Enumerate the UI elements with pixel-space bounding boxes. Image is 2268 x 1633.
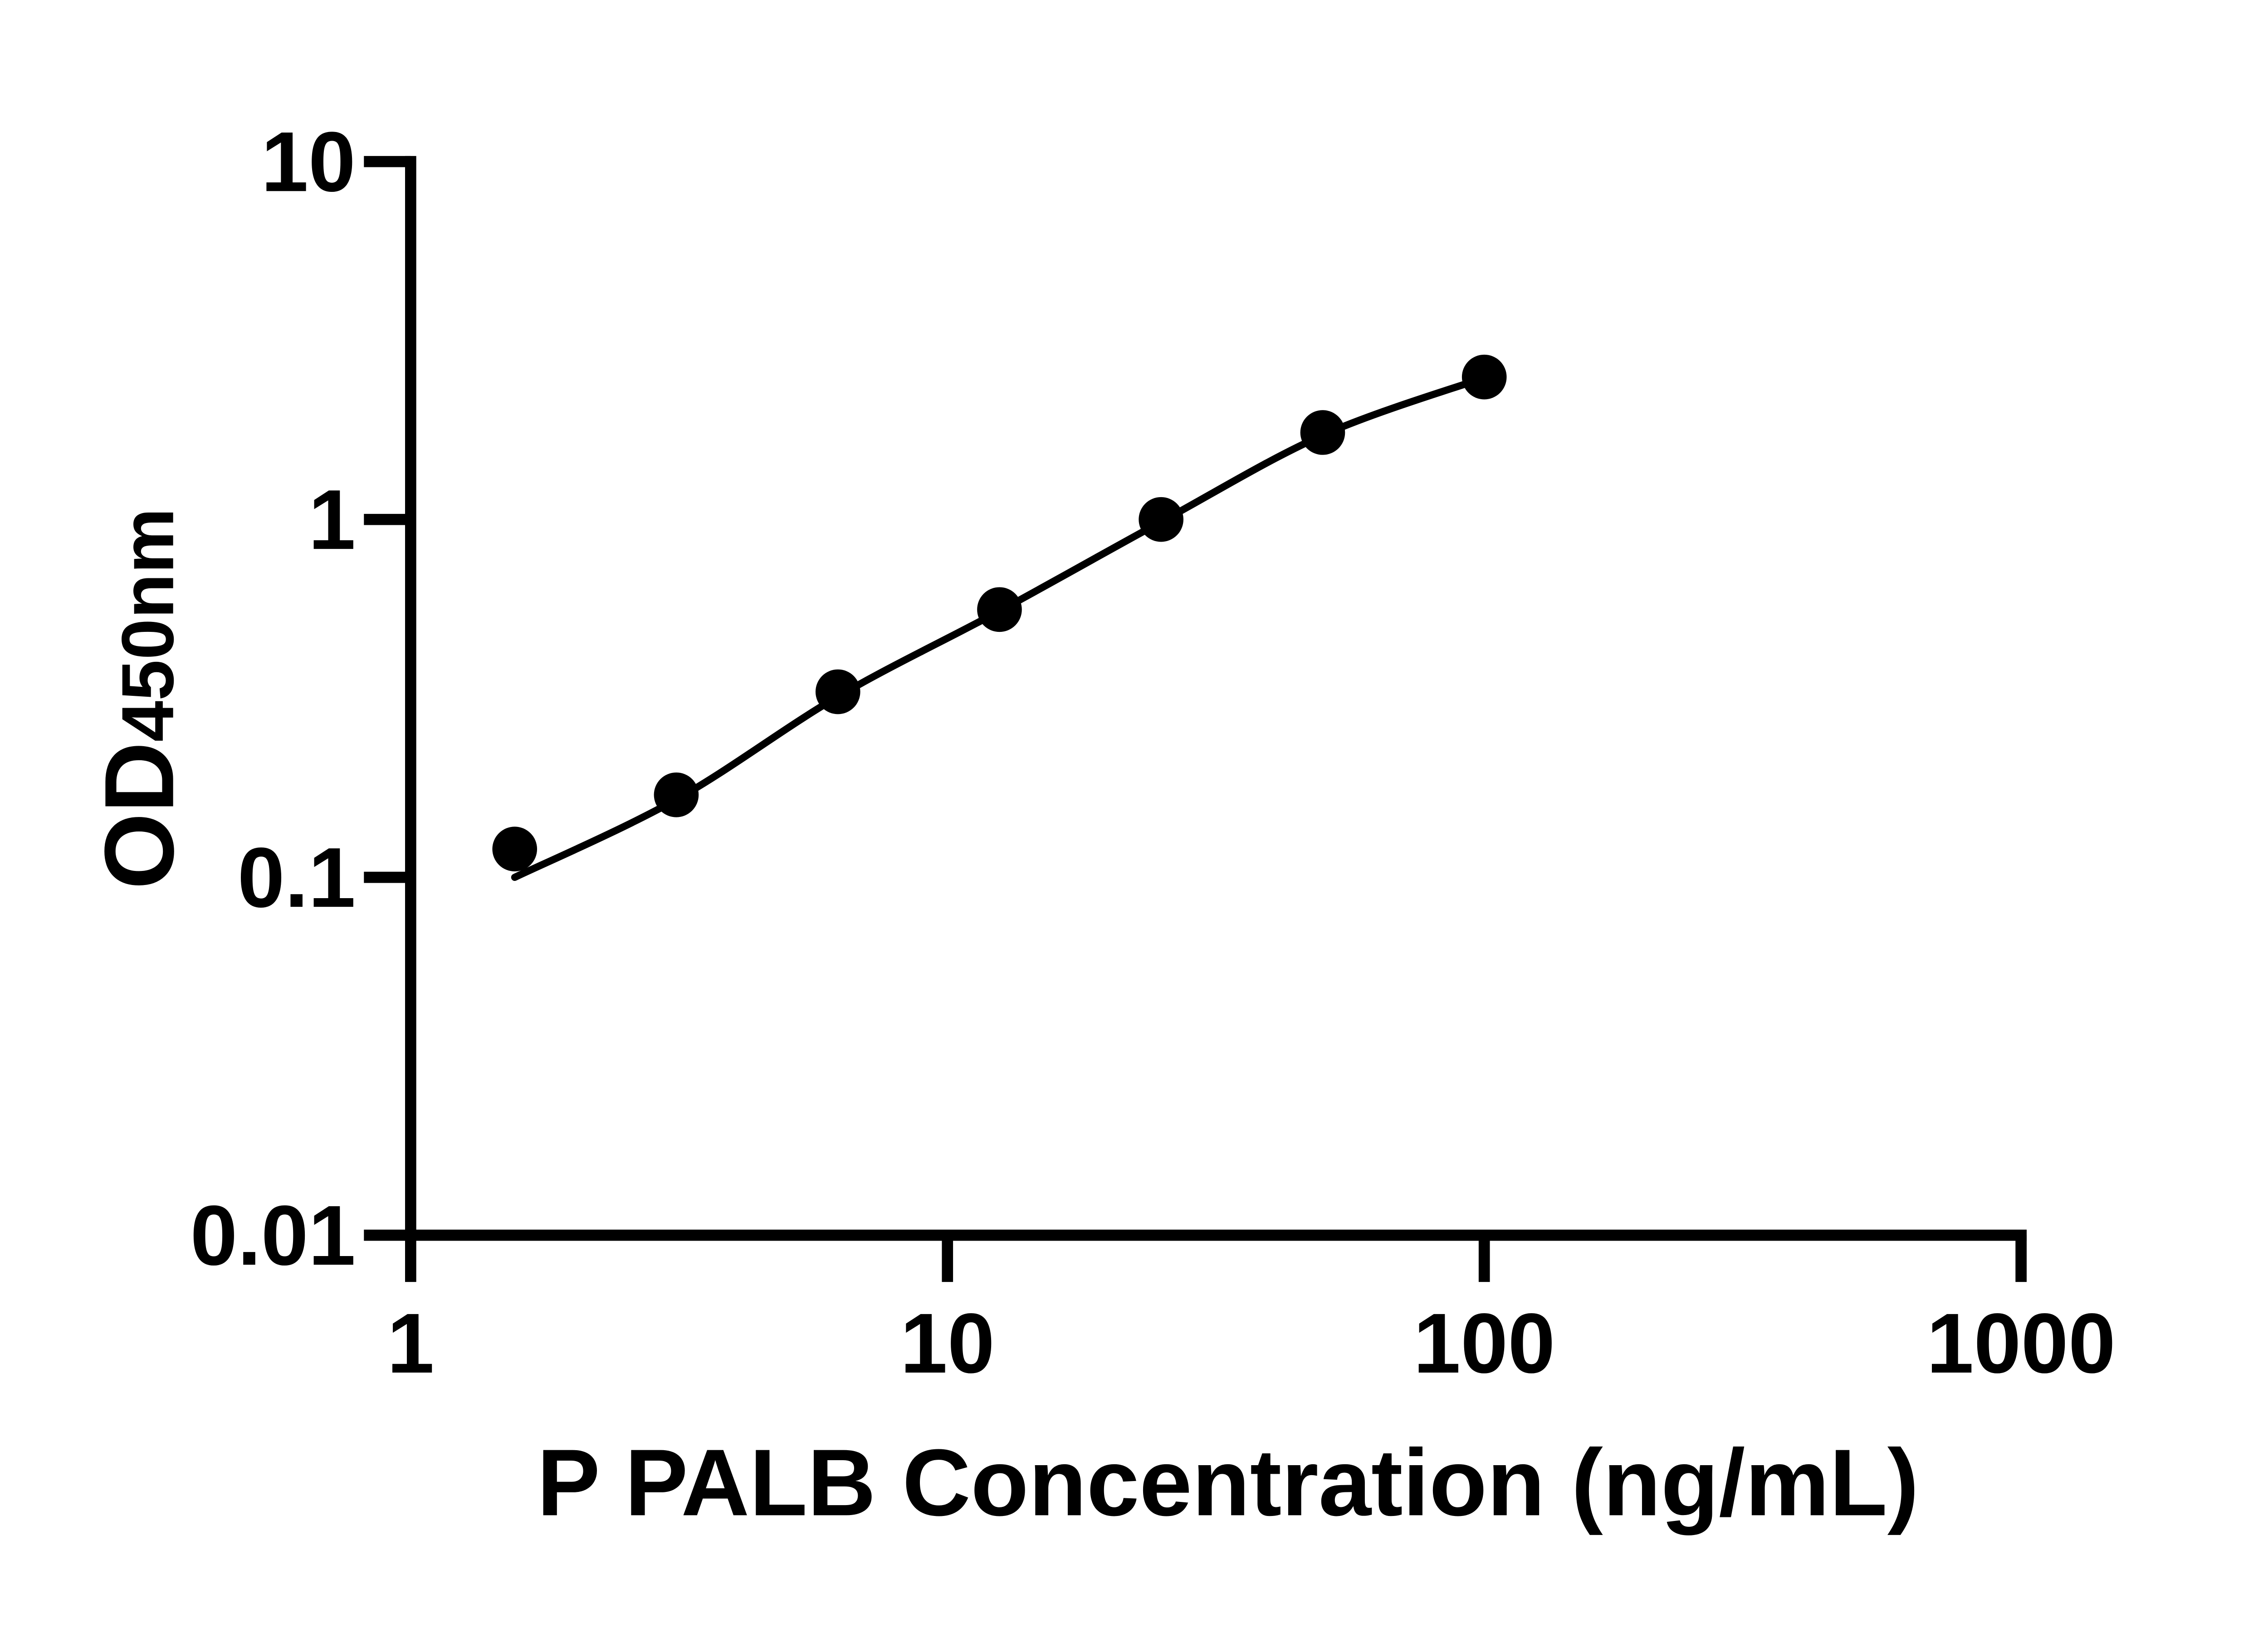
data-point [815,669,860,714]
data-point [492,826,538,872]
y-axis-title: OD450nm [84,508,194,890]
x-tick-label: 10 [900,1296,995,1391]
axis-ticks [364,156,2027,1282]
data-series [492,354,1507,881]
y-axis-title-main: OD [84,742,194,889]
data-point [654,772,699,817]
x-tick-label: 1 [387,1296,434,1391]
x-tick-label: 100 [1413,1296,1555,1391]
data-point [1139,497,1183,542]
axis-tick-labels: 10 1 0.1 0.01 1 10 100 1000 [190,114,2116,1391]
data-point [1300,410,1345,455]
x-axis-title: P PALB Concentration (ng/mL) [537,1430,1919,1535]
data-point [977,587,1022,632]
y-tick-label: 1 [308,472,356,567]
y-axis-title-subscript: 450nm [107,508,189,742]
chart-background [0,11,2268,1622]
y-tick-label: 0.01 [190,1188,356,1283]
data-point [1461,354,1507,400]
x-tick-label: 1000 [1926,1296,2116,1391]
y-tick-label: 0.1 [238,830,356,925]
y-tick-label: 10 [261,114,356,209]
